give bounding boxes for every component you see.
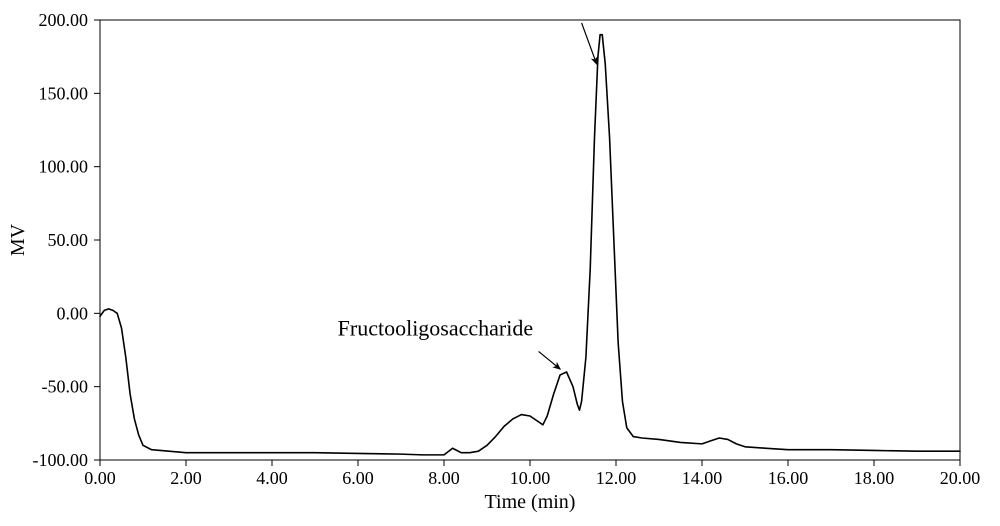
y-tick-label: -50.00 [42,377,89,397]
annotation-label-dfa3: DFA III [564,0,633,3]
y-tick-label: 50.00 [48,230,89,250]
x-tick-label: 14.00 [682,468,723,488]
x-tick-label: 10.00 [510,468,551,488]
annotation-arrow-fos [539,351,561,369]
x-tick-label: 0.00 [84,468,116,488]
y-tick-label: 100.00 [39,157,89,177]
x-tick-label: 12.00 [596,468,637,488]
x-tick-label: 2.00 [170,468,202,488]
annotation-label-fos: Fructooligosaccharide [338,315,534,340]
chart-container: { "chart": { "type": "line", "width": 10… [0,0,1000,526]
y-tick-label: 150.00 [39,83,89,103]
y-tick-label: 0.00 [57,303,89,323]
y-axis-label: MV [7,223,29,256]
chromatogram-trace [100,35,960,455]
annotation-arrow-dfa3 [582,23,597,64]
x-axis-label: Time (min) [485,491,576,513]
y-tick-label: 200.00 [39,10,89,30]
y-tick-label: -100.00 [33,450,89,470]
plot-area [100,20,960,460]
x-tick-label: 6.00 [342,468,374,488]
x-tick-label: 4.00 [256,468,288,488]
chromatogram-chart: 0.00 2.00 4.00 6.00 8.00 10.00 12.00 14.00 16.00… [0,0,1000,526]
x-tick-label: 16.00 [768,468,809,488]
x-tick-label: 18.00 [854,468,895,488]
x-tick-label: 20.00 [940,468,981,488]
x-tick-label: 8.00 [428,468,460,488]
